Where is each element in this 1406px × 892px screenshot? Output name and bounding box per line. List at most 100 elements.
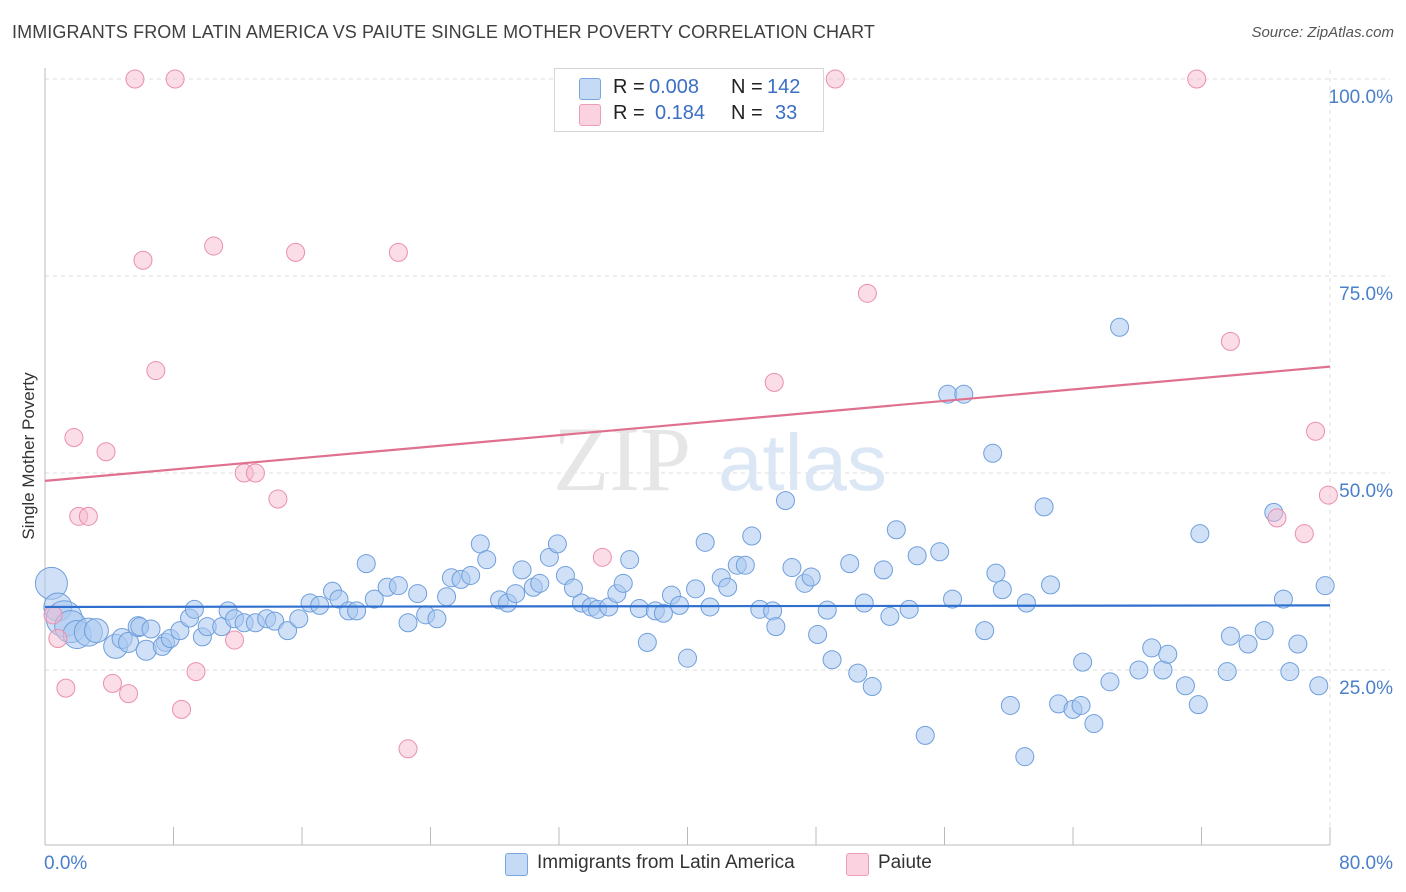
point-latin-america [782, 558, 802, 578]
point-latin-america [1142, 638, 1162, 658]
point-latin-america [347, 601, 367, 621]
point-latin-america [184, 599, 204, 619]
point-latin-america [437, 587, 457, 607]
point-latin-america [1084, 714, 1104, 734]
point-paiute [172, 699, 192, 719]
y-tick-label: 25.0% [1339, 678, 1393, 699]
point-latin-america [629, 599, 649, 619]
point-latin-america [886, 520, 906, 540]
point-paiute [825, 69, 845, 89]
point-latin-america [477, 550, 497, 570]
point-latin-america [1016, 593, 1036, 613]
point-latin-america [822, 650, 842, 670]
bottom-legend-swatch-paiute [846, 853, 869, 876]
legend-r-label: R = [613, 76, 645, 98]
watermark-zip: ZIP [553, 408, 691, 510]
point-latin-america [686, 579, 706, 599]
point-paiute [1187, 69, 1207, 89]
y-tick-label: 100.0% [1329, 87, 1394, 108]
point-latin-america [1071, 695, 1091, 715]
point-latin-america [364, 589, 384, 609]
point-latin-america [547, 534, 567, 554]
x-tick-label: 0.0% [44, 853, 87, 874]
point-paiute [43, 605, 63, 625]
point-latin-america [1073, 652, 1093, 672]
point-latin-america [620, 550, 640, 570]
legend-r-value: 0.184 [655, 102, 706, 124]
point-paiute [225, 630, 245, 650]
point-latin-america [899, 599, 919, 619]
point-latin-america [653, 603, 673, 623]
point-latin-america [388, 576, 408, 596]
point-latin-america [1175, 676, 1195, 696]
point-paiute [1294, 524, 1314, 544]
point-latin-america [930, 542, 950, 562]
point-latin-america [1220, 626, 1240, 646]
correlation-legend: R = 0.008 N = 142 R = 0.184 N = 33 [554, 68, 824, 132]
point-paiute [204, 236, 224, 256]
point-paiute [48, 628, 68, 648]
point-latin-america [530, 573, 550, 593]
point-latin-america [1254, 621, 1274, 641]
point-paiute [78, 506, 98, 526]
point-latin-america [1188, 695, 1208, 715]
point-latin-america [678, 648, 697, 668]
point-latin-america [1288, 634, 1308, 654]
point-paiute [146, 361, 166, 381]
point-latin-america [880, 606, 900, 626]
point-latin-america [873, 560, 893, 580]
point-latin-america [1280, 662, 1300, 682]
legend-n-label: N = [731, 76, 763, 98]
point-latin-america [135, 639, 157, 661]
point-paiute [133, 250, 153, 270]
point-latin-america [1217, 662, 1237, 682]
watermark-atlas: atlas [718, 418, 887, 507]
point-latin-america [775, 491, 795, 511]
point-latin-america [289, 609, 309, 629]
point-paiute [96, 442, 116, 462]
trend-lines [44, 365, 1331, 609]
y-tick-label: 50.0% [1339, 481, 1393, 502]
point-latin-america [840, 554, 860, 574]
point-latin-america [278, 621, 298, 641]
point-paiute [64, 428, 84, 448]
point-latin-america [170, 621, 190, 641]
legend-r-value: 0.008 [649, 76, 700, 98]
point-latin-america [718, 577, 738, 597]
point-paiute [592, 547, 612, 567]
point-latin-america [848, 663, 868, 683]
data-points [34, 69, 1338, 767]
point-latin-america [563, 578, 583, 598]
point-latin-america [310, 595, 330, 615]
point-latin-america [1034, 497, 1054, 517]
point-latin-america [1015, 747, 1035, 767]
point-latin-america [742, 526, 762, 546]
point-latin-america [1041, 575, 1061, 595]
point-latin-america [862, 677, 882, 697]
axes [44, 68, 1331, 846]
point-latin-america [1129, 660, 1149, 680]
legend-n-value: 33 [775, 102, 798, 124]
point-paiute [125, 69, 145, 89]
point-paiute [119, 684, 139, 704]
bottom-legend-label: Immigrants from Latin America [537, 852, 795, 873]
x-tick-label: 80.0% [1339, 853, 1393, 874]
chart-title: IMMIGRANTS FROM LATIN AMERICA VS PAIUTE … [12, 22, 876, 42]
point-latin-america [808, 625, 828, 645]
point-latin-america [1309, 676, 1329, 696]
point-latin-america [1153, 660, 1173, 680]
point-latin-america [1158, 644, 1178, 664]
legend-swatch-paiute [579, 104, 601, 126]
point-latin-america [992, 580, 1012, 600]
source-label: Source: ZipAtlas.com [1251, 24, 1394, 41]
point-latin-america [83, 618, 109, 644]
point-latin-america [915, 725, 935, 745]
point-paiute [398, 739, 418, 759]
watermark: ZIP atlas [553, 408, 887, 510]
point-latin-america [975, 621, 995, 641]
point-latin-america [265, 611, 285, 631]
point-latin-america [512, 560, 532, 580]
point-paiute [764, 372, 784, 392]
point-paiute [1220, 331, 1240, 351]
point-latin-america [854, 593, 874, 613]
